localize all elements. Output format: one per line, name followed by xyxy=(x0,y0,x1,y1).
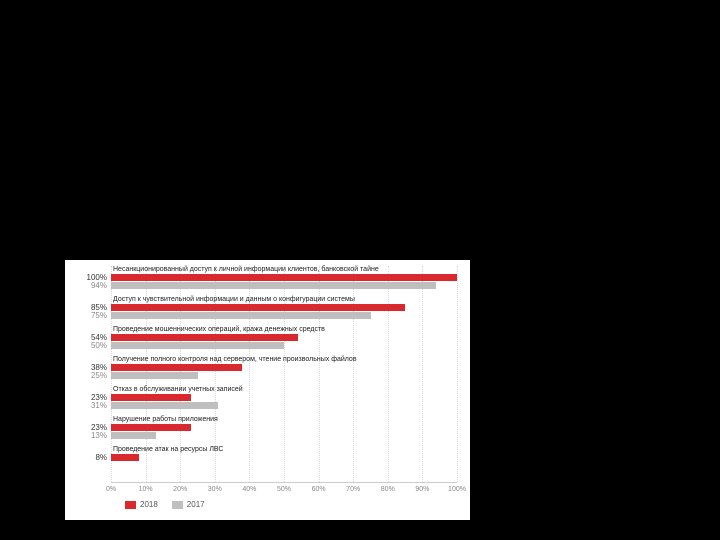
x-tick-label: 60% xyxy=(312,486,326,493)
category-label: Получение полного контроля над сервером,… xyxy=(113,356,357,363)
x-tick-label: 100% xyxy=(448,486,466,493)
bar-y2017 xyxy=(111,342,284,349)
value-label-y2017: 31% xyxy=(91,402,107,410)
bar-y2018 xyxy=(111,394,191,401)
legend-swatch xyxy=(125,501,136,509)
bar-y2017 xyxy=(111,432,156,439)
legend: 2018 2017 xyxy=(125,500,205,509)
x-tick-label: 70% xyxy=(346,486,360,493)
x-axis xyxy=(111,482,457,483)
x-tick-label: 20% xyxy=(173,486,187,493)
value-label-y2017: 75% xyxy=(91,312,107,320)
value-label-y2018: 8% xyxy=(95,454,107,462)
legend-item-y2018: 2018 xyxy=(125,500,158,509)
legend-swatch xyxy=(172,501,183,509)
x-tick-label: 40% xyxy=(242,486,256,493)
bar-y2017 xyxy=(111,282,436,289)
x-tick-label: 80% xyxy=(381,486,395,493)
value-label-y2017: 94% xyxy=(91,282,107,290)
legend-label: 2017 xyxy=(187,500,205,509)
bar-y2017 xyxy=(111,312,371,319)
x-tick-label: 90% xyxy=(415,486,429,493)
category-label: Проведение атак на ресурсы ЛВС xyxy=(113,446,223,453)
x-tick-label: 10% xyxy=(139,486,153,493)
bar-y2018 xyxy=(111,454,139,461)
bar-y2018 xyxy=(111,424,191,431)
x-gridline xyxy=(422,266,423,482)
chart-panel: 0% 10% 20% 30% 40% 50% 60% 70% 80% 90% 100% Несанкц… xyxy=(65,260,470,520)
x-gridline xyxy=(457,266,458,482)
legend-label: 2018 xyxy=(140,500,158,509)
x-tick-label: 50% xyxy=(277,486,291,493)
bar-y2017 xyxy=(111,372,198,379)
category-label: Проведение мошеннических операций, кража… xyxy=(113,326,325,333)
x-tick-label: 30% xyxy=(208,486,222,493)
bar-y2018 xyxy=(111,334,298,341)
x-tick-label: 0% xyxy=(106,486,116,493)
bar-y2017 xyxy=(111,402,218,409)
value-label-y2017: 50% xyxy=(91,342,107,350)
bar-y2018 xyxy=(111,364,242,371)
bar-y2018 xyxy=(111,304,405,311)
category-label: Доступ к чувствительной информации и дан… xyxy=(113,296,355,303)
category-label: Отказ в обслуживании учетных записей xyxy=(113,386,243,393)
x-gridline xyxy=(388,266,389,482)
category-label: Несанкционированный доступ к личной инфо… xyxy=(113,266,379,273)
plot-area: 0%10%20%30%40%50%60%70%80%90%100%Несанкц… xyxy=(111,266,457,482)
bar-y2018 xyxy=(111,274,457,281)
value-label-y2017: 25% xyxy=(91,372,107,380)
legend-item-y2017: 2017 xyxy=(172,500,205,509)
value-label-y2017: 13% xyxy=(91,432,107,440)
category-label: Нарушение работы приложения xyxy=(113,416,218,423)
